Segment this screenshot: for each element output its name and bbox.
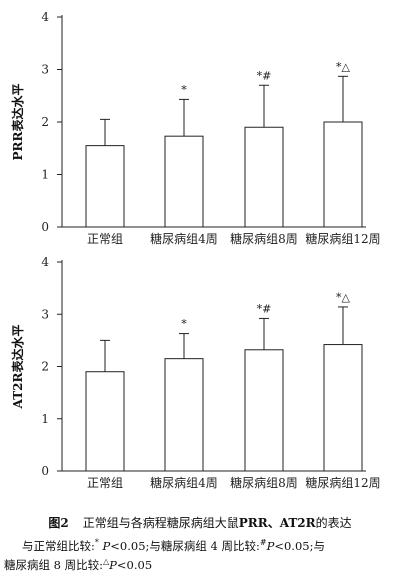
- category-label: 糖尿病组8周: [230, 231, 298, 246]
- y-tick-label: 2: [41, 115, 49, 129]
- significance-marker: *: [181, 318, 187, 331]
- y-tick-label: 4: [41, 10, 49, 24]
- significance-marker: *△: [336, 60, 351, 73]
- y-tick-label: 4: [41, 255, 49, 269]
- significance-marker: *#: [257, 69, 272, 82]
- note-text: <0.05: [116, 558, 153, 572]
- caption-title-prefix: 正常组与各病程糖尿病组大鼠: [82, 516, 239, 530]
- y-tick-label: 3: [41, 307, 49, 321]
- caption-note-line2: 糖尿病组 8 周比较:△P<0.05: [4, 557, 400, 573]
- figure-svg: 01234PRR表达水平正常组*糖尿病组4周*#糖尿病组8周*△糖尿病组12周0…: [10, 10, 381, 490]
- category-label: 糖尿病组4周: [150, 475, 218, 490]
- y-tick-label: 0: [41, 464, 49, 478]
- y-tick-label: 1: [41, 168, 49, 182]
- category-label: 糖尿病组4周: [150, 231, 218, 246]
- bar: [244, 126, 284, 228]
- bar: [164, 358, 204, 472]
- note-sup: *: [94, 538, 99, 548]
- caption-title-suffix: 的表达: [315, 516, 352, 530]
- note-text: <0.05;与: [274, 539, 325, 553]
- category-label: 糖尿病组12周: [305, 231, 380, 246]
- category-label: 糖尿病组12周: [305, 475, 380, 490]
- bar: [85, 371, 125, 472]
- bar: [164, 135, 204, 228]
- note-sup: #: [259, 538, 267, 548]
- significance-marker: *: [181, 83, 187, 96]
- figure-number: 图2: [48, 516, 69, 530]
- note-text: 与正常组比较:: [22, 539, 95, 553]
- category-label: 糖尿病组8周: [230, 475, 298, 490]
- y-tick-label: 3: [41, 63, 49, 77]
- y-axis-title: PRR表达水平: [10, 84, 25, 161]
- bar: [323, 344, 363, 472]
- caption-note-line1: 与正常组比较:* P<0.05;与糖尿病组 4 周比较:#P<0.05;与: [22, 538, 400, 554]
- note-p: P: [102, 539, 111, 553]
- caption-title-bold: PRR、AT2R: [238, 516, 316, 530]
- note-text: 糖尿病组 8 周比较:: [4, 558, 104, 572]
- y-tick-label: 1: [41, 412, 49, 426]
- bar: [323, 121, 363, 228]
- bar: [244, 349, 284, 472]
- note-sup: △: [103, 557, 110, 567]
- significance-marker: *△: [336, 291, 351, 304]
- note-p: P: [266, 539, 275, 553]
- note-text: <0.05;与糖尿病组 4 周比较:: [110, 539, 260, 553]
- y-axis-title: AT2R表达水平: [10, 325, 25, 410]
- y-tick-label: 2: [41, 360, 49, 374]
- category-label: 正常组: [87, 476, 123, 490]
- bar: [85, 145, 125, 228]
- significance-marker: *#: [257, 302, 272, 315]
- y-tick-label: 0: [41, 220, 49, 234]
- note-p: P: [109, 558, 117, 572]
- figure-caption: 图2 正常组与各病程糖尿病组大鼠PRR、AT2R的表达: [0, 514, 400, 531]
- category-label: 正常组: [87, 232, 123, 246]
